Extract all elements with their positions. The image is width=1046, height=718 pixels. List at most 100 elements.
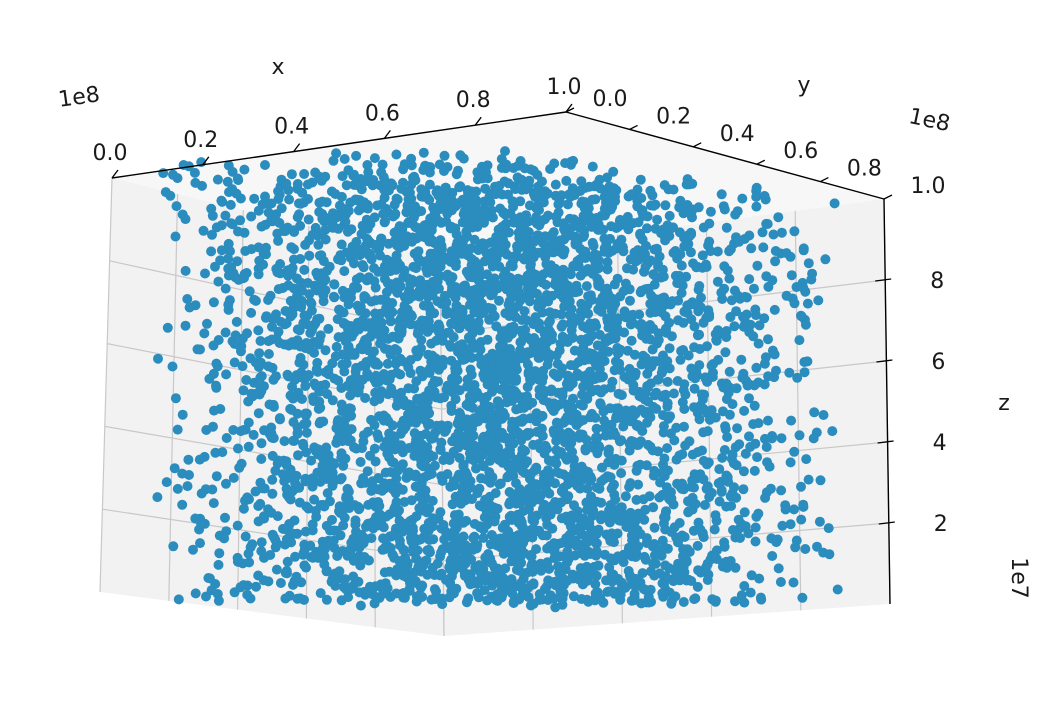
data-point xyxy=(490,189,501,200)
data-point xyxy=(563,403,574,414)
data-point xyxy=(457,437,467,448)
data-point xyxy=(195,538,205,549)
data-point xyxy=(664,587,675,598)
data-point xyxy=(208,498,219,509)
data-point xyxy=(625,416,636,427)
data-point xyxy=(299,560,310,571)
data-point xyxy=(592,448,603,459)
data-point xyxy=(206,246,217,257)
data-point xyxy=(369,153,380,164)
data-point xyxy=(690,299,701,310)
data-point xyxy=(637,234,648,245)
data-point xyxy=(605,382,616,393)
data-point xyxy=(591,214,602,225)
data-point xyxy=(439,150,450,161)
data-point xyxy=(357,443,367,454)
data-point xyxy=(700,260,711,271)
data-point xyxy=(702,426,713,437)
data-point xyxy=(562,557,573,568)
data-point xyxy=(474,560,485,571)
data-point xyxy=(762,219,773,229)
data-point xyxy=(815,475,826,486)
data-point xyxy=(486,558,497,569)
data-point xyxy=(662,220,673,231)
data-point xyxy=(256,546,267,557)
data-point xyxy=(329,279,340,290)
data-point xyxy=(704,218,715,229)
data-point xyxy=(636,510,646,521)
data-point xyxy=(712,276,723,287)
data-point xyxy=(750,522,761,533)
data-point xyxy=(302,278,313,288)
data-point xyxy=(259,381,269,392)
data-point xyxy=(330,351,341,362)
data-point xyxy=(353,504,364,515)
data-point xyxy=(726,501,737,511)
data-point xyxy=(789,504,799,515)
data-point xyxy=(304,289,315,300)
data-point xyxy=(299,169,310,179)
data-point xyxy=(585,290,596,301)
data-point xyxy=(749,400,760,411)
data-point xyxy=(513,160,524,171)
data-point xyxy=(712,246,723,257)
data-point xyxy=(714,496,725,507)
data-point xyxy=(571,280,582,291)
data-point xyxy=(300,410,311,421)
data-point xyxy=(380,216,390,227)
data-point xyxy=(562,575,573,586)
data-point xyxy=(388,457,399,468)
data-point xyxy=(325,525,336,536)
data-point xyxy=(719,261,730,272)
data-point xyxy=(599,473,610,484)
data-point xyxy=(341,358,352,369)
data-point xyxy=(518,522,528,533)
data-point xyxy=(526,497,537,508)
data-point xyxy=(529,277,540,288)
data-point xyxy=(650,223,661,234)
data-point xyxy=(633,217,644,228)
data-point xyxy=(693,565,704,576)
data-point xyxy=(444,340,455,350)
data-point xyxy=(615,436,625,447)
data-point xyxy=(589,254,600,265)
data-point xyxy=(380,267,391,278)
data-point xyxy=(413,327,424,338)
data-point xyxy=(706,405,717,416)
data-point xyxy=(637,568,648,579)
data-point xyxy=(716,485,727,496)
data-point xyxy=(255,372,266,383)
data-point xyxy=(408,291,419,301)
data-point xyxy=(591,482,602,493)
data-point xyxy=(673,558,684,569)
data-point xyxy=(362,368,373,379)
data-point xyxy=(567,525,578,536)
data-point xyxy=(516,557,527,568)
data-point xyxy=(388,431,399,442)
data-point xyxy=(299,539,310,550)
data-point xyxy=(502,349,513,360)
data-point xyxy=(339,266,350,277)
data-point xyxy=(738,466,749,477)
data-point xyxy=(246,244,257,255)
data-point xyxy=(605,204,616,215)
data-point xyxy=(518,413,529,424)
data-point xyxy=(629,349,640,360)
data-point xyxy=(517,291,528,302)
data-point xyxy=(411,553,422,564)
data-point xyxy=(196,518,207,529)
data-point xyxy=(573,470,584,481)
data-point xyxy=(668,247,679,258)
data-point xyxy=(515,212,526,223)
z-tick-mark xyxy=(878,521,895,525)
data-point xyxy=(773,212,784,223)
data-point xyxy=(221,369,232,380)
data-point xyxy=(624,482,635,492)
data-point xyxy=(578,321,589,332)
data-point xyxy=(399,307,410,318)
data-point xyxy=(428,513,439,524)
data-point xyxy=(601,529,612,540)
data-point xyxy=(563,370,573,381)
data-point xyxy=(406,160,417,171)
data-point xyxy=(591,423,602,434)
